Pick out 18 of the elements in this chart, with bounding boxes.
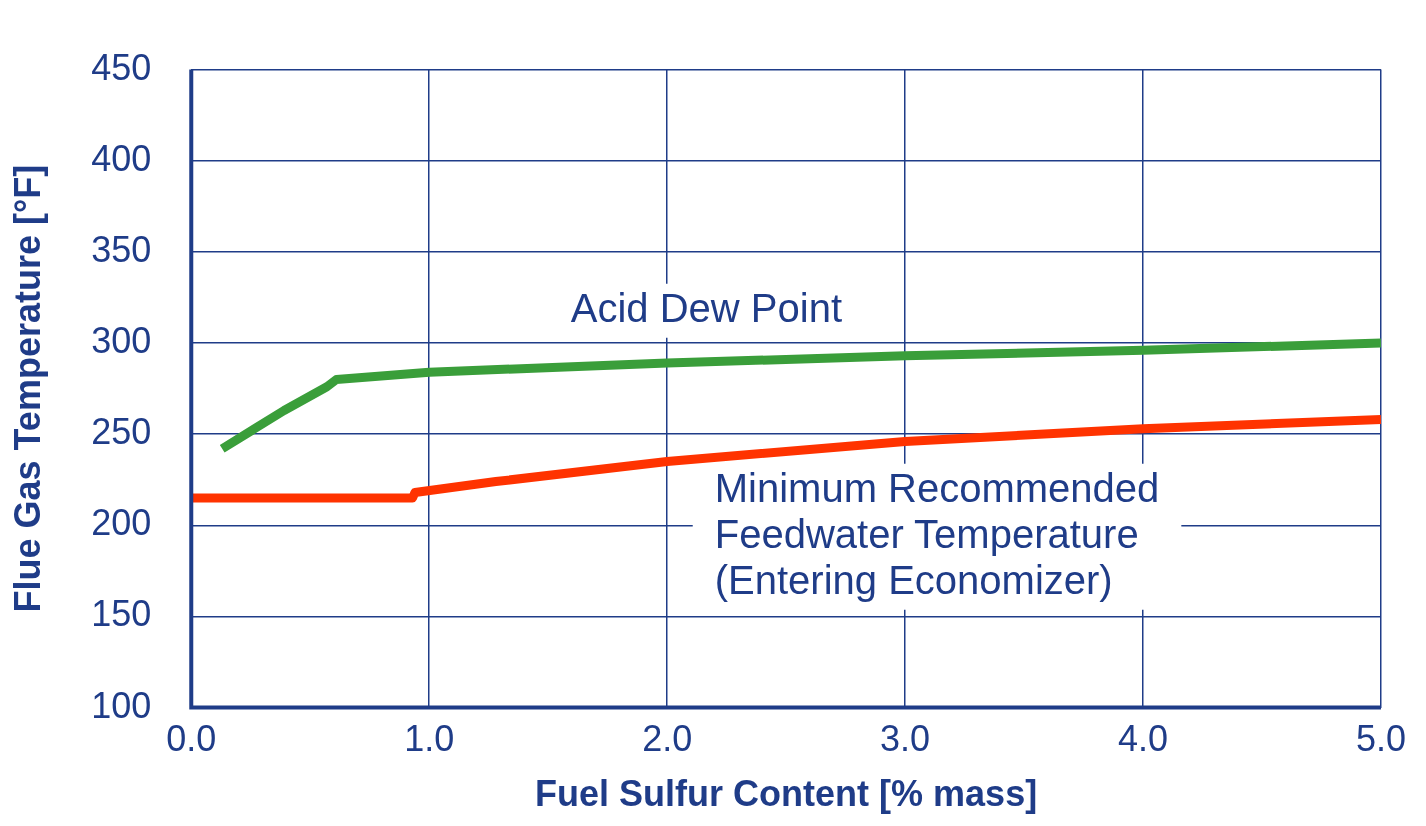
x-tick-label: 2.0 (642, 718, 693, 760)
x-axis-title: Fuel Sulfur Content [% mass] (535, 773, 1038, 815)
x-tick-label: 3.0 (880, 718, 931, 760)
x-tick-label: 5.0 (1355, 718, 1406, 760)
y-tick-label: 450 (91, 46, 152, 88)
y-tick-label: 400 (91, 137, 152, 179)
series-label: Minimum Recommended Feedwater Temperature (Entering Economizer) (714, 465, 1160, 602)
y-axis-title: Flue Gas Temperature [°F] (6, 164, 48, 613)
y-tick-label: 100 (91, 684, 152, 726)
y-tick-label: 200 (91, 502, 152, 544)
y-tick-label: 150 (91, 593, 152, 635)
series-label: Acid Dew Point (570, 285, 843, 330)
y-tick-label: 350 (91, 228, 152, 270)
x-tick-label: 0.0 (166, 718, 217, 760)
x-tick-label: 4.0 (1118, 718, 1169, 760)
x-tick-label: 1.0 (404, 718, 455, 760)
y-tick-label: 250 (91, 411, 152, 453)
y-tick-label: 300 (91, 319, 152, 361)
